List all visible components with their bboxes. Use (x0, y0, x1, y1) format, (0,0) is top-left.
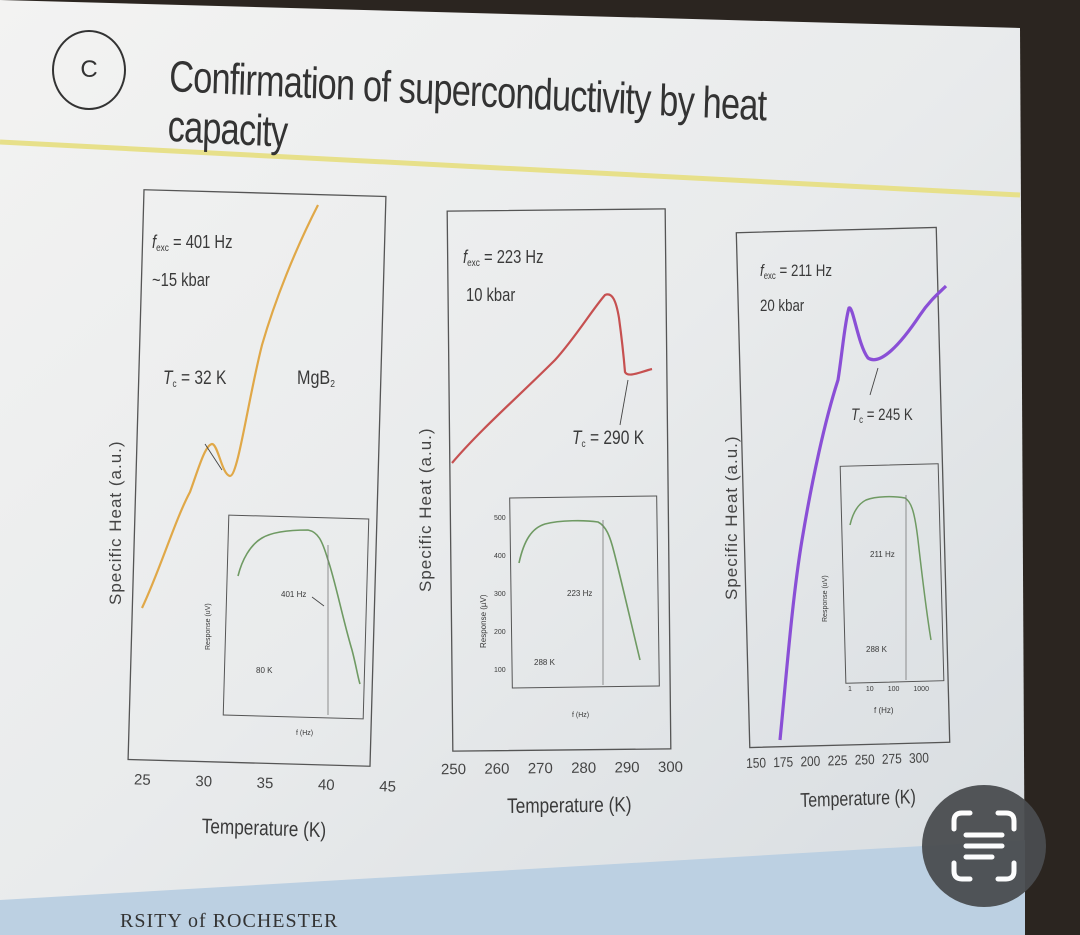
panel-1-heat-curve (141, 204, 319, 609)
panel-2-xticks: 250 260 270 280 290 300 (440, 758, 684, 779)
panel-3-ylabel: Specific Heat (a.u.) (722, 435, 741, 600)
panel-1-material: MgB2 (297, 368, 335, 390)
panel-3-plot-frame (735, 226, 951, 749)
panel-1-inset-frame (222, 514, 370, 720)
panel-2-inset-freq: 223 Hz (567, 589, 593, 598)
panel-1-tc: Tc = 32 K (163, 368, 227, 390)
panel-1-inset-freq: 401 Hz (281, 590, 307, 599)
panel-1-inset-legend: 80 K (256, 666, 273, 675)
panel-3-xlabel: Temperature (K) (800, 786, 917, 812)
panel-2-ylabel: Specific Heat (a.u.) (416, 427, 435, 592)
panel-3-inset-xlabel: f (Hz) (874, 706, 894, 715)
projection-screen (0, 0, 1025, 935)
panel-1-inset-ylabel: Response (uV) (205, 603, 212, 650)
panel-3-tc: Tc = 245 K (851, 405, 913, 426)
panel-3-inset-legend: 288 K (866, 645, 887, 654)
panel-1-frequency: fexc = 401 Hz (152, 232, 233, 254)
panel-2-pressure: 10 kbar (466, 285, 516, 305)
title-underline (0, 139, 1021, 198)
panel-2-plot-frame (446, 208, 672, 752)
panel-2-xlabel: Temperature (K) (507, 793, 632, 818)
panel-1-inset-xlabel: f (Hz) (296, 730, 314, 737)
section-marker: C (52, 30, 126, 110)
panel-2-inset-frame (509, 495, 660, 689)
footer-institution: RSITY of ROCHESTER (120, 910, 339, 932)
lens-scan-icon (951, 810, 1017, 882)
panel-1-xlabel: Temperature (K) (201, 815, 327, 843)
panel-3-pressure: 20 kbar (760, 296, 805, 315)
panel-2-inset-curve (518, 519, 641, 661)
panel-2-heat-curve (451, 293, 653, 464)
panel-1-pressure: ~15 kbar (152, 270, 210, 290)
panel-1-plot-frame (127, 189, 387, 767)
panel-2-inset-ylabel: Response (µV) (479, 594, 488, 648)
panel-1-ylabel: Specific Heat (a.u.) (106, 440, 125, 605)
lens-scan-button[interactable] (922, 785, 1046, 907)
panel-3-inset-frame (839, 463, 945, 684)
panel-3-inset-ylabel: Response (uV) (822, 575, 829, 622)
panel-3-inset-freq: 211 Hz (870, 550, 895, 559)
panel-2-inset-legend: 288 K (534, 658, 555, 667)
panel-3-heat-curve (778, 284, 948, 741)
panel-3-frequency: fexc = 211 Hz (760, 261, 832, 282)
panel-2-inset-yticks: 500 400 300 200 100 (494, 515, 506, 674)
panel-3-inset-xticks: 1 10 100 1000 (848, 686, 929, 693)
panel-2-frequency: fexc = 223 Hz (463, 247, 544, 269)
panel-2-tc: Tc = 290 K (572, 428, 645, 450)
panel-2-inset-xlabel: f (Hz) (572, 712, 590, 719)
panel-1-inset-curve (237, 529, 361, 685)
